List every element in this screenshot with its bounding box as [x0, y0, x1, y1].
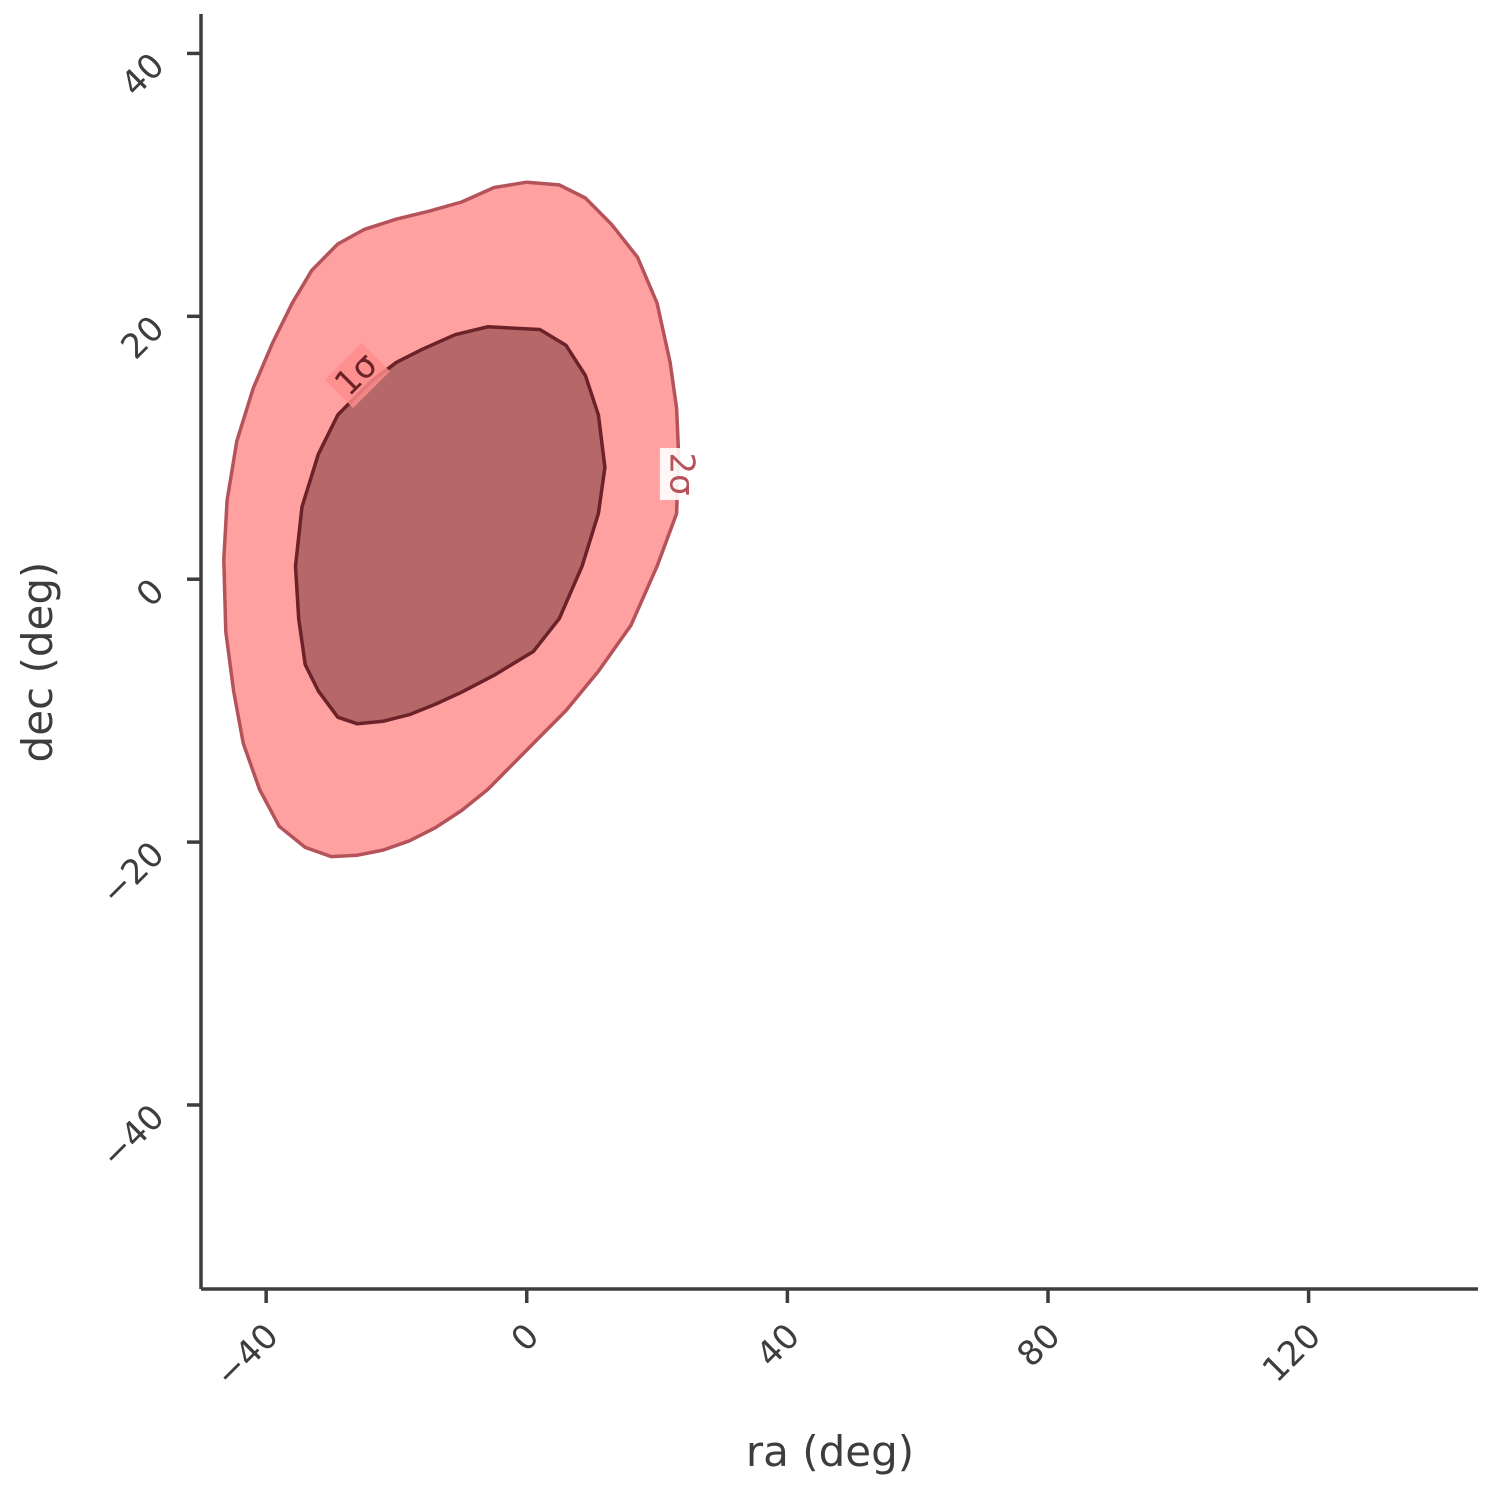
y-tick-label: −40 [93, 1097, 172, 1176]
y-axis-label: dec (deg) [13, 562, 62, 763]
x-tick-label: 120 [1255, 1316, 1329, 1390]
x-axis-label: ra (deg) [746, 1427, 914, 1476]
y-tick-label: 0 [129, 571, 173, 615]
x-tick-label: 0 [504, 1316, 548, 1360]
y-tick-label: 40 [113, 46, 172, 105]
x-tick-label: 80 [1009, 1316, 1068, 1375]
y-tick-label: 20 [113, 308, 172, 367]
y-ticks: 40 20 0 −20 −40 [93, 46, 201, 1176]
contour-1sigma [293, 325, 607, 726]
contour-label-background [659, 448, 700, 501]
x-tick-label: 40 [749, 1316, 808, 1375]
x-tick-label: −40 [207, 1316, 286, 1395]
contour-label-2sigma: 2σ [661, 452, 701, 495]
axes [199, 14, 1478, 1291]
x-ticks: −40 0 40 80 120 [207, 1289, 1329, 1395]
y-tick-label: −20 [93, 834, 172, 913]
contour-label-background [324, 342, 390, 408]
